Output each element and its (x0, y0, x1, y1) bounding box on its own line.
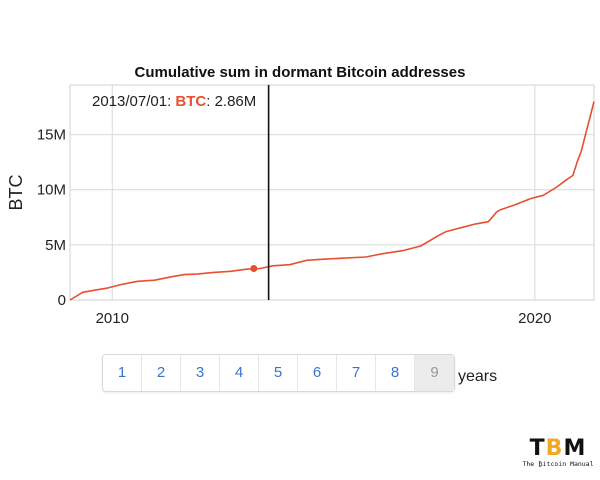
hover-readout: 2013/07/01: BTC: 2.86M (92, 93, 256, 110)
y-tick-label: 0 (58, 292, 66, 309)
logo-tagline: The ₿itcoin Manual (522, 460, 594, 468)
hover-point (250, 264, 258, 272)
series-line-btc (69, 101, 595, 301)
chart-title: Cumulative sum in dormant Bitcoin addres… (134, 64, 466, 81)
logo-mark: TBM (529, 436, 587, 461)
year-button-3[interactable]: 3 (181, 355, 220, 391)
x-tick-label: 2010 (96, 310, 129, 327)
readout-value: : 2.86M (206, 93, 257, 110)
x-tick-label: 2020 (518, 310, 551, 327)
y-tick-label: 15M (37, 127, 66, 144)
year-button-1[interactable]: 1 (103, 355, 142, 391)
years-label: years (458, 368, 498, 385)
year-button-7[interactable]: 7 (337, 355, 376, 391)
readout-series: BTC (175, 93, 207, 110)
year-button-8[interactable]: 8 (376, 355, 415, 391)
year-button-4[interactable]: 4 (220, 355, 259, 391)
year-button-6[interactable]: 6 (298, 355, 337, 391)
y-axis-label: BTC (6, 174, 26, 210)
plot-border (69, 84, 595, 301)
year-button-2[interactable]: 2 (142, 355, 181, 391)
bitcoin-manual-logo: TBM The ₿itcoin Manual (518, 438, 598, 469)
readout-date: 2013/07/01: (92, 93, 172, 110)
year-button-5[interactable]: 5 (259, 355, 298, 391)
y-tick-label: 5M (45, 237, 66, 254)
y-tick-label: 10M (37, 182, 66, 199)
year-button-9[interactable]: 9 (415, 355, 454, 391)
